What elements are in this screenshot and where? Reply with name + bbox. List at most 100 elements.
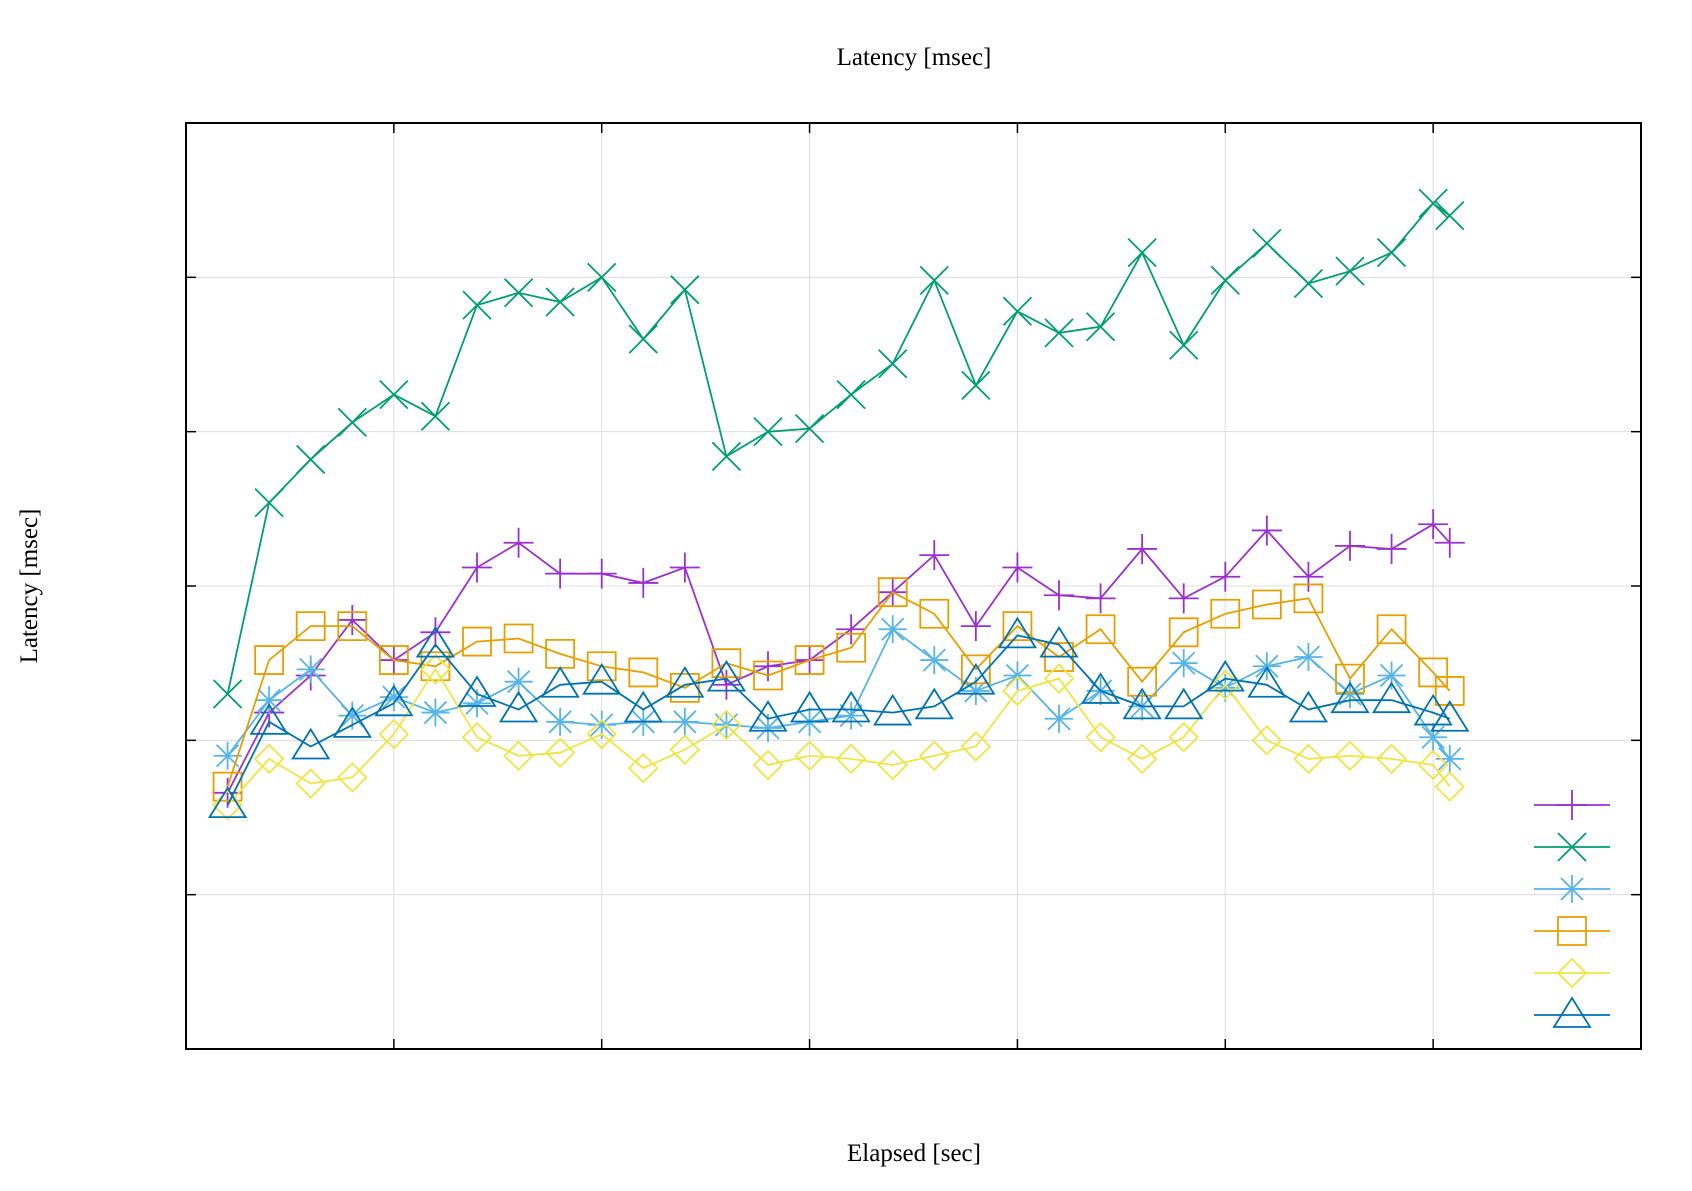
data-point [670, 275, 700, 305]
data-point [1251, 725, 1283, 756]
data-point [754, 713, 782, 742]
y-axis-title: Latency [msec] [16, 509, 43, 664]
data-point [337, 611, 368, 642]
data-point [1330, 681, 1370, 714]
data-point [462, 290, 492, 320]
data-point [337, 407, 367, 438]
data-point [296, 444, 326, 475]
data-point [379, 379, 409, 410]
data-point [1002, 552, 1033, 583]
data-point [1127, 666, 1158, 697]
data-point [1045, 704, 1073, 733]
series-1 [212, 188, 1465, 709]
data-point [415, 625, 456, 658]
data-point [587, 262, 617, 292]
data-point [920, 646, 949, 675]
data-point [1044, 580, 1074, 611]
data-point [623, 690, 663, 723]
legend-marker [1552, 996, 1592, 1028]
data-point [1002, 675, 1033, 707]
data-point [1122, 687, 1162, 720]
data-point [752, 749, 784, 781]
data-point [919, 598, 950, 629]
data-point [338, 701, 367, 730]
data-point [1080, 672, 1121, 704]
data-point [462, 552, 492, 583]
data-point [1044, 318, 1074, 348]
data-point [919, 540, 950, 571]
data-point [628, 657, 659, 688]
data-point [914, 687, 954, 720]
data-point [753, 417, 783, 447]
data-point [545, 287, 575, 317]
data-point [212, 789, 243, 821]
data-point [1334, 740, 1366, 772]
data-point [1419, 723, 1448, 752]
data-point [253, 743, 285, 775]
data-point [1085, 614, 1116, 645]
data-point [753, 660, 783, 691]
data-point [503, 740, 534, 772]
data-point [1002, 296, 1033, 326]
data-point [1288, 690, 1329, 723]
data-point [711, 709, 742, 741]
data-point [457, 675, 497, 707]
data-point [711, 648, 742, 679]
data-point [1294, 642, 1323, 671]
data-point [1430, 700, 1470, 732]
data-point [582, 662, 622, 695]
data-point [997, 616, 1038, 649]
data-point [794, 740, 825, 772]
data-point [1293, 268, 1324, 299]
data-point [711, 669, 742, 700]
data-point [1127, 238, 1157, 268]
legend-marker [1557, 790, 1587, 820]
data-point [544, 737, 576, 768]
data-point [1335, 663, 1365, 694]
data-point [587, 710, 616, 739]
data-point [1168, 583, 1199, 614]
data-point [586, 651, 617, 682]
data-point [545, 558, 576, 589]
data-point [878, 615, 907, 644]
data-point [836, 614, 867, 645]
data-point [1251, 515, 1282, 546]
data-point [878, 349, 908, 379]
data-point [1418, 188, 1448, 218]
data-point [378, 645, 409, 675]
data-point [1210, 598, 1241, 629]
data-point [420, 651, 451, 682]
data-point [794, 645, 825, 675]
data-point [332, 706, 372, 738]
data-point [291, 727, 331, 760]
data-point [213, 741, 242, 770]
data-point [1247, 666, 1287, 698]
data-point [837, 701, 866, 730]
series-4 [212, 654, 1466, 821]
data-point [836, 379, 866, 410]
data-point [628, 324, 658, 354]
data-point [877, 749, 908, 781]
data-point [919, 740, 950, 772]
data-point [961, 370, 991, 401]
data-point [1336, 680, 1364, 709]
data-point [665, 666, 705, 698]
data-point [1169, 330, 1199, 360]
data-point [960, 654, 991, 685]
data-point [1003, 661, 1032, 690]
data-point [628, 567, 659, 598]
data-point [254, 488, 284, 518]
data-point [421, 698, 450, 727]
data-point [1127, 533, 1158, 564]
data-point [1251, 589, 1282, 620]
data-point [1211, 673, 1240, 702]
series-line [226, 667, 1451, 806]
data-point [1376, 614, 1407, 645]
data-point [212, 771, 243, 802]
data-point [545, 639, 576, 669]
data-point [1434, 527, 1465, 558]
data-point [1085, 312, 1116, 342]
legend-marker [1557, 832, 1587, 862]
data-point [919, 265, 949, 296]
